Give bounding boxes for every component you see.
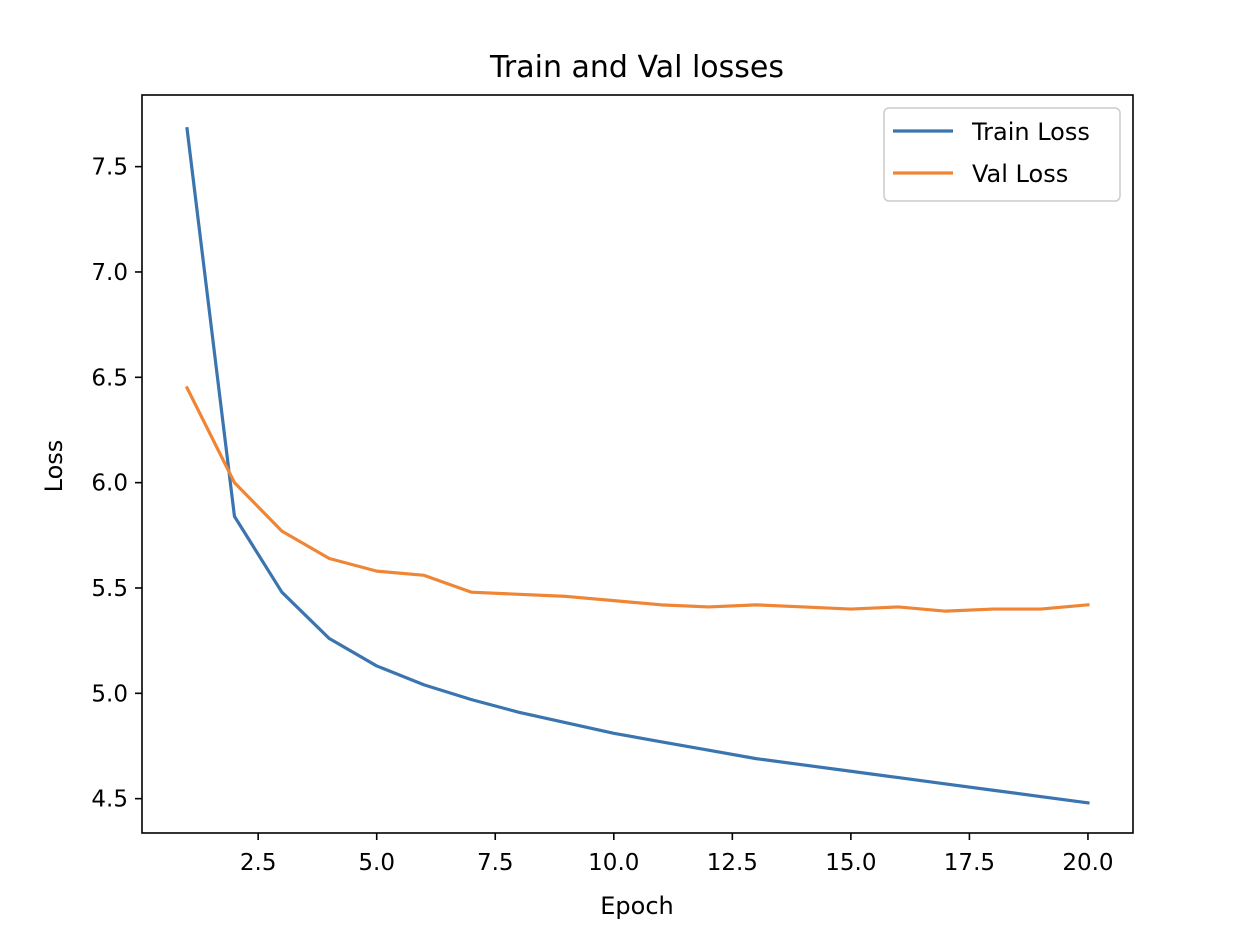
legend: Train Loss Val Loss [883, 107, 1121, 202]
y-tick-label: 7.0 [91, 260, 128, 286]
y-tick-label: 4.5 [91, 787, 128, 813]
axes-frame [141, 94, 1134, 834]
x-tick-label: 20.0 [1062, 850, 1113, 876]
y-tick-label: 6.0 [91, 471, 128, 497]
legend-label-train-loss: Train Loss [971, 118, 1090, 146]
y-axis-label: Loss [40, 440, 68, 493]
y-tick-label: 5.5 [91, 576, 128, 602]
chart-title: Train and Val losses [489, 50, 784, 85]
y-tick-label: 6.5 [91, 365, 128, 391]
series-line-val-loss [184, 385, 1090, 613]
y-tick-label: 7.5 [91, 155, 128, 181]
x-tick-label: 5.0 [358, 850, 395, 876]
y-tick-label: 5.0 [91, 681, 128, 707]
x-tick-label: 10.0 [588, 850, 639, 876]
x-axis-label: Epoch [600, 892, 674, 920]
legend-label-val-loss: Val Loss [972, 160, 1068, 188]
x-tick-label: 7.5 [477, 850, 514, 876]
x-tick-label: 17.5 [944, 850, 995, 876]
x-tick-label: 2.5 [240, 850, 277, 876]
x-tick-label: 15.0 [825, 850, 876, 876]
x-tick-label: 12.5 [707, 850, 758, 876]
series-line-train-loss [185, 126, 1090, 805]
plot-area: 2.5 5.0 7.5 10.0 12.5 15.0 17.5 20.0 4.5 5.0 5.5 6.… [91, 126, 1114, 876]
